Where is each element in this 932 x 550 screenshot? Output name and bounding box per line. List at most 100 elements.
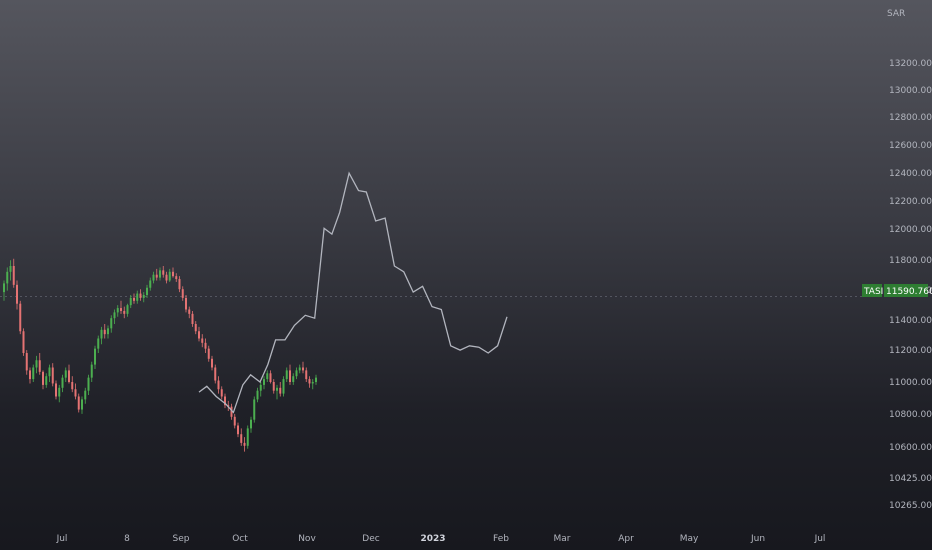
- candle-body: [3, 283, 5, 293]
- last-price-tag[interactable]: TASI 11590.760: [862, 284, 932, 297]
- candle-body: [276, 387, 278, 391]
- x-tick-label: Oct: [232, 534, 248, 544]
- candle-body: [77, 396, 80, 410]
- candle-body: [155, 274, 158, 278]
- x-tick-label: Mar: [554, 534, 571, 544]
- candle-body: [168, 271, 171, 281]
- candle-body: [107, 328, 109, 335]
- candle-body: [279, 387, 282, 394]
- candle-body: [302, 367, 304, 371]
- x-tick-label: Jun: [750, 534, 765, 544]
- candle-body: [224, 396, 226, 406]
- y-tick-label: 12200.000: [889, 197, 932, 207]
- candle-body: [6, 271, 9, 284]
- candle-body: [282, 379, 285, 394]
- candle-body: [152, 274, 155, 281]
- candle-body: [263, 379, 265, 385]
- x-tick-label: Apr: [618, 534, 634, 544]
- candle-body: [55, 383, 57, 397]
- candle-body: [22, 331, 25, 353]
- candle-body: [84, 390, 87, 400]
- candle-body: [113, 312, 116, 319]
- candle-body: [25, 353, 28, 371]
- symbol-label: TASI: [863, 287, 883, 297]
- candle-body: [220, 389, 223, 397]
- candle-body: [243, 442, 246, 446]
- candle-body: [269, 373, 272, 382]
- candle-body: [217, 380, 220, 390]
- currency-unit-label: SAR: [887, 9, 905, 19]
- candle-body: [162, 270, 165, 275]
- y-tick-label: 10425.000: [889, 474, 932, 484]
- candle-body: [103, 329, 106, 335]
- candle-body: [298, 367, 301, 371]
- candle-body: [237, 425, 239, 435]
- candle-body: [191, 313, 194, 324]
- candle-body: [233, 416, 236, 426]
- y-tick-label: 10600.000: [889, 443, 932, 453]
- candle-body: [178, 279, 181, 290]
- candle-body: [29, 370, 31, 380]
- y-tick-label: 12400.000: [889, 169, 932, 179]
- candle-body: [120, 308, 122, 311]
- candle-body: [45, 376, 48, 385]
- last-price-badge: [884, 284, 928, 297]
- candle-body: [146, 287, 148, 295]
- y-tick-label: 11400.000: [889, 316, 932, 326]
- y-tick-label: 10800.000: [889, 410, 932, 420]
- projection-line: [198, 171, 508, 414]
- candle-body: [90, 364, 93, 378]
- candle-body: [240, 434, 243, 443]
- y-tick-label: 12800.000: [889, 113, 932, 123]
- candle-body: [266, 373, 269, 380]
- candle-body: [311, 382, 314, 384]
- x-tick-label: Sep: [173, 534, 190, 544]
- y-tick-label: 11200.000: [889, 346, 932, 356]
- candle-body: [165, 274, 168, 281]
- candle-body: [100, 329, 103, 339]
- y-tick-label: 13000.000: [889, 86, 932, 96]
- candle-body: [315, 377, 317, 382]
- candle-body: [194, 324, 197, 332]
- candle-body: [133, 297, 135, 301]
- candle-body: [97, 338, 100, 349]
- candle-body: [185, 297, 187, 310]
- candle-body: [51, 367, 54, 384]
- candle-body: [149, 280, 152, 288]
- candle-body: [129, 297, 132, 306]
- candle-body: [19, 303, 22, 332]
- candle-body: [198, 331, 200, 339]
- candle-body: [64, 370, 67, 378]
- y-tick-label: 11000.000: [889, 378, 932, 388]
- candle-body: [246, 428, 249, 446]
- candle-body: [32, 367, 35, 380]
- candle-body: [94, 348, 96, 365]
- candle-body: [12, 266, 15, 285]
- candle-body: [123, 310, 126, 314]
- candle-body: [159, 270, 161, 278]
- last-price-value: 11590.760: [886, 287, 932, 297]
- x-tick-label: 2023: [420, 534, 445, 544]
- candle-body: [68, 370, 70, 382]
- candle-body: [71, 382, 74, 390]
- candle-body: [211, 358, 213, 368]
- candle-body: [285, 370, 288, 380]
- candle-body: [175, 276, 178, 280]
- y-tick-label: 10265.000: [889, 501, 932, 511]
- x-tick-label: 8: [124, 534, 130, 544]
- candle-body: [126, 305, 129, 314]
- y-tick-label: 12600.000: [889, 141, 932, 151]
- candle-body: [87, 377, 90, 391]
- projection-line-group: [198, 171, 508, 414]
- candle-body: [139, 293, 142, 298]
- candle-body: [305, 370, 308, 380]
- candle-body: [38, 360, 41, 372]
- candle-body: [181, 289, 184, 298]
- x-tick-label: Dec: [362, 534, 379, 544]
- candle-body: [16, 284, 18, 304]
- x-tick-label: Jul: [814, 534, 826, 544]
- candle-body: [256, 390, 259, 400]
- x-axis[interactable]: Jul 8 Sep Oct Nov Dec 2023 Feb Mar Apr May Jun Jul: [56, 534, 826, 544]
- candles-group: [3, 258, 317, 452]
